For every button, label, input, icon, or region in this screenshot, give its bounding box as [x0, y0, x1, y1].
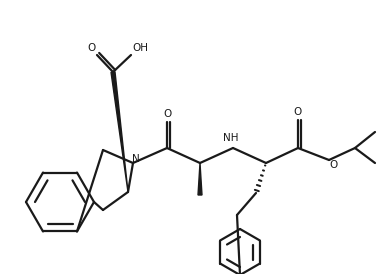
Text: O: O — [294, 107, 302, 117]
Text: O: O — [163, 109, 171, 119]
Text: O: O — [87, 43, 95, 53]
Text: N: N — [132, 154, 140, 164]
Text: NH: NH — [223, 133, 239, 143]
Text: O: O — [330, 160, 338, 170]
Polygon shape — [198, 163, 202, 195]
Text: OH: OH — [132, 43, 148, 53]
Polygon shape — [111, 72, 128, 192]
